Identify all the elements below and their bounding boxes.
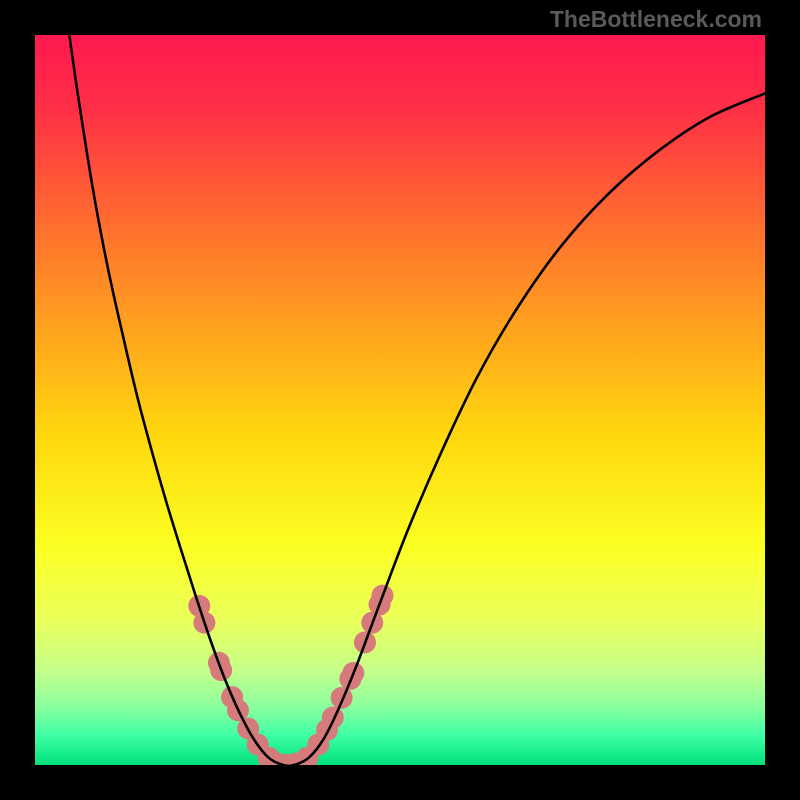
plot-area (35, 35, 765, 765)
bottleneck-curve (69, 35, 765, 765)
curve-marker (331, 687, 353, 709)
markers-group (188, 585, 393, 765)
chart-container: TheBottleneck.com (0, 0, 800, 800)
curve-marker (322, 707, 344, 729)
watermark-text: TheBottleneck.com (550, 6, 762, 33)
curve-layer (35, 35, 765, 765)
